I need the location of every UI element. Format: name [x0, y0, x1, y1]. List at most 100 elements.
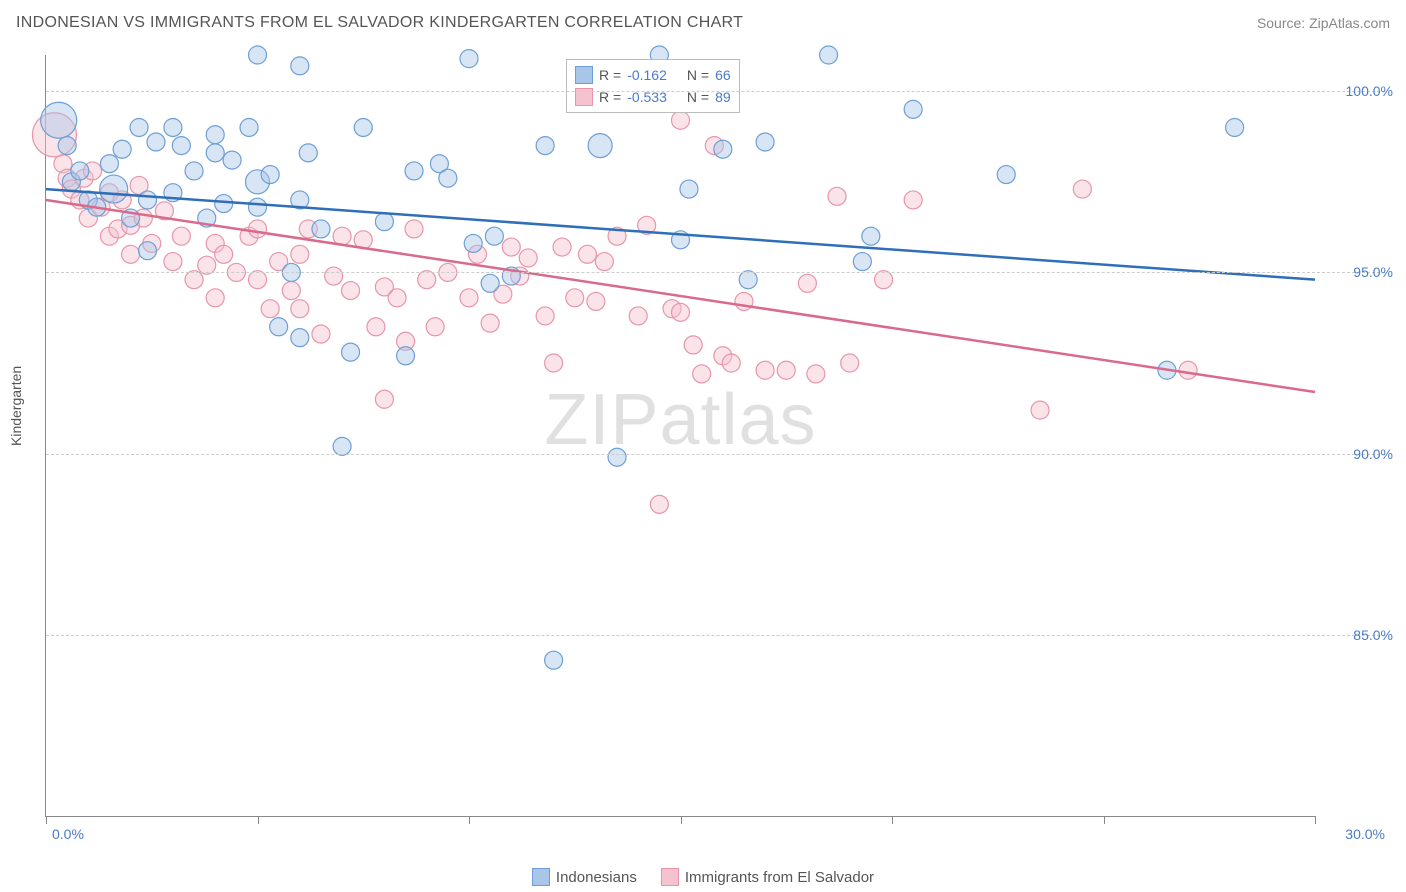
data-point [172, 137, 190, 155]
x-tick [46, 816, 47, 824]
data-point [714, 140, 732, 158]
data-point [312, 325, 330, 343]
data-point [502, 238, 520, 256]
data-point [215, 245, 233, 263]
data-point [291, 57, 309, 75]
data-point [405, 162, 423, 180]
data-point [367, 318, 385, 336]
x-tick [681, 816, 682, 824]
data-point [282, 282, 300, 300]
data-point [672, 303, 690, 321]
data-point [536, 307, 554, 325]
data-point [249, 46, 267, 64]
data-point [650, 495, 668, 513]
data-point [485, 227, 503, 245]
data-point [828, 187, 846, 205]
swatch-series-a [532, 868, 550, 886]
x-tick [469, 816, 470, 824]
data-point [587, 292, 605, 310]
data-point [426, 318, 444, 336]
legend-item-a: Indonesians [532, 868, 637, 886]
data-point [312, 220, 330, 238]
data-point [841, 354, 859, 372]
data-point [270, 318, 288, 336]
source-attribution: Source: ZipAtlas.com [1257, 15, 1390, 31]
data-point [375, 213, 393, 231]
data-point [862, 227, 880, 245]
data-point [342, 282, 360, 300]
data-point [684, 336, 702, 354]
data-point [904, 191, 922, 209]
data-point [325, 267, 343, 285]
data-point [333, 227, 351, 245]
data-point [100, 175, 128, 203]
data-point [375, 390, 393, 408]
data-point [354, 118, 372, 136]
data-point [147, 133, 165, 151]
plot-svg [46, 55, 1315, 816]
stats-row-a: R = -0.162 N = 66 [575, 64, 731, 86]
swatch-series-b [661, 868, 679, 886]
y-axis-title: Kindergarten [8, 366, 24, 446]
data-point [122, 245, 140, 263]
data-point [249, 198, 267, 216]
x-tick [1104, 816, 1105, 824]
regression-line [46, 200, 1315, 392]
data-point [405, 220, 423, 238]
data-point [1179, 361, 1197, 379]
data-point [777, 361, 795, 379]
data-point [342, 343, 360, 361]
x-tick [892, 816, 893, 824]
swatch-series-a [575, 66, 593, 84]
data-point [185, 162, 203, 180]
data-point [41, 102, 77, 138]
chart-title: INDONESIAN VS IMMIGRANTS FROM EL SALVADO… [16, 14, 743, 32]
data-point [672, 111, 690, 129]
data-point [807, 365, 825, 383]
data-point [1031, 401, 1049, 419]
data-point [291, 329, 309, 347]
data-point [397, 347, 415, 365]
data-point [519, 249, 537, 267]
data-point [71, 162, 89, 180]
data-point [100, 155, 118, 173]
header: INDONESIAN VS IMMIGRANTS FROM EL SALVADO… [16, 14, 1390, 32]
chart-container: INDONESIAN VS IMMIGRANTS FROM EL SALVADO… [0, 0, 1406, 892]
data-point [261, 300, 279, 318]
y-tick-label: 100.0% [1346, 83, 1393, 99]
grid-line [46, 272, 1385, 273]
x-tick [1315, 816, 1316, 824]
data-point [206, 144, 224, 162]
data-point [164, 253, 182, 271]
y-tick-label: 85.0% [1353, 627, 1393, 643]
x-tick [258, 816, 259, 824]
data-point [481, 274, 499, 292]
bottom-legend: Indonesians Immigrants from El Salvador [0, 868, 1406, 886]
data-point [536, 137, 554, 155]
data-point [261, 166, 279, 184]
data-point [904, 100, 922, 118]
data-point [853, 253, 871, 271]
data-point [608, 448, 626, 466]
data-point [206, 126, 224, 144]
data-point [693, 365, 711, 383]
data-point [113, 140, 131, 158]
data-point [240, 118, 258, 136]
data-point [553, 238, 571, 256]
data-point [299, 144, 317, 162]
grid-line [46, 454, 1385, 455]
data-point [545, 651, 563, 669]
legend-item-b: Immigrants from El Salvador [661, 868, 874, 886]
data-point [756, 361, 774, 379]
data-point [215, 195, 233, 213]
x-tick-label: 30.0% [1345, 826, 1385, 842]
data-point [545, 354, 563, 372]
y-tick-label: 95.0% [1353, 264, 1393, 280]
data-point [1073, 180, 1091, 198]
data-point [291, 300, 309, 318]
data-point [566, 289, 584, 307]
data-point [798, 274, 816, 292]
data-point [291, 245, 309, 263]
data-point [139, 242, 157, 260]
stats-row-b: R = -0.533 N = 89 [575, 86, 731, 108]
